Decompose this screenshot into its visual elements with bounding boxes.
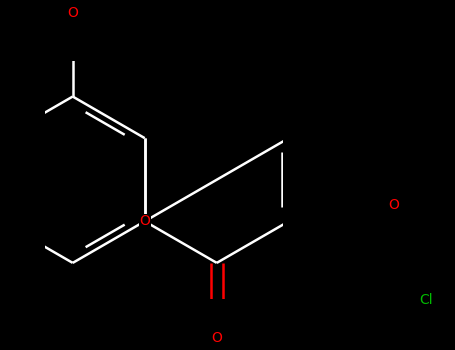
Text: O: O — [211, 331, 222, 345]
Text: Cl: Cl — [419, 293, 432, 307]
Text: O: O — [389, 198, 399, 212]
Text: O: O — [67, 6, 78, 20]
Text: O: O — [139, 214, 150, 228]
